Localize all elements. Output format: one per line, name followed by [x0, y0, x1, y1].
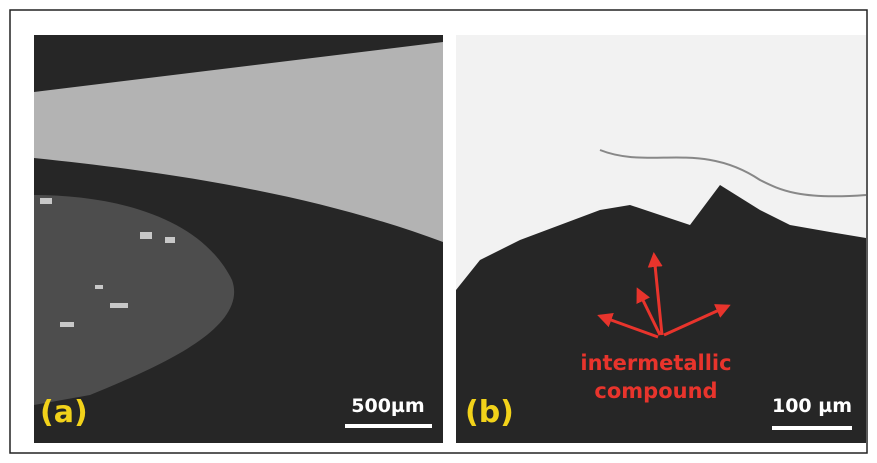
- scale-text: 500µm: [351, 395, 424, 417]
- panel-b: intermetallic compound (b) 100 µm: [456, 35, 866, 443]
- annotation: compound: [594, 379, 717, 403]
- panel-label: (b): [465, 395, 514, 430]
- panel-a: (a) 500µm: [34, 35, 443, 443]
- scale-text: 100 µm: [772, 395, 852, 417]
- panel-label: (a): [40, 395, 88, 430]
- annotation: intermetallic: [580, 351, 731, 375]
- figure: (a) 500µm intermetallic compound (b) 100…: [0, 0, 877, 463]
